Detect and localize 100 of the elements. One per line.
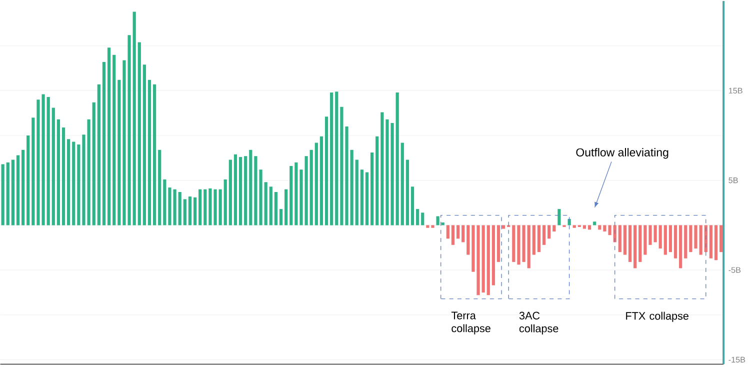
y-tick-label: 5B	[728, 178, 738, 184]
bar	[112, 54, 116, 226]
bar	[406, 160, 409, 226]
bar	[183, 199, 186, 226]
bar	[97, 84, 100, 226]
bar	[466, 225, 470, 255]
bar	[376, 136, 379, 226]
bar	[588, 225, 592, 230]
bar	[370, 152, 374, 226]
bar	[618, 225, 622, 252]
bar	[532, 225, 536, 255]
bar	[193, 197, 197, 226]
bar	[118, 80, 121, 226]
bar	[208, 188, 212, 226]
bar	[568, 218, 571, 226]
bar	[56, 119, 60, 226]
bar	[67, 139, 70, 226]
y-tick-label: -15B	[728, 356, 746, 363]
bar	[441, 222, 444, 226]
bar	[638, 225, 642, 262]
bar	[6, 162, 10, 226]
bar	[512, 225, 516, 262]
bar	[456, 225, 460, 239]
bar	[102, 62, 106, 226]
bar	[224, 179, 227, 226]
y-tick-label: 15B	[728, 88, 742, 94]
bar	[72, 142, 76, 226]
bar	[279, 209, 283, 226]
bar	[152, 84, 156, 226]
bar	[492, 225, 495, 286]
annotation: Terra collapse	[451, 312, 490, 334]
bar	[314, 142, 318, 226]
bar	[644, 225, 647, 255]
bar	[719, 225, 723, 252]
bar	[502, 225, 506, 229]
bar	[163, 179, 166, 226]
bar	[360, 170, 364, 226]
bar	[330, 92, 334, 226]
bar	[158, 150, 162, 226]
bar	[537, 225, 541, 252]
bar	[668, 225, 672, 252]
bar	[421, 212, 424, 226]
bar	[598, 225, 602, 230]
bar	[26, 136, 30, 226]
bar	[542, 225, 546, 245]
bar	[244, 156, 248, 226]
bar	[658, 225, 662, 248]
bar	[572, 225, 576, 228]
bar	[204, 189, 207, 226]
bar	[310, 150, 313, 226]
bar	[249, 150, 252, 226]
bar	[320, 136, 324, 226]
annotation: 3AC collapse	[519, 312, 558, 334]
bar	[350, 150, 354, 226]
bar	[284, 189, 288, 226]
bar	[290, 166, 293, 226]
bar	[238, 157, 242, 226]
bar	[335, 92, 338, 226]
bar	[228, 160, 232, 226]
bar	[269, 186, 272, 226]
bar	[188, 196, 192, 226]
bar	[634, 225, 637, 268]
bar	[1, 164, 4, 226]
bar	[436, 216, 440, 226]
bar	[410, 186, 414, 226]
bar	[234, 154, 238, 226]
bar	[355, 160, 358, 226]
bar	[52, 108, 55, 226]
bar	[396, 92, 399, 226]
bar	[264, 182, 268, 226]
bar	[62, 127, 66, 226]
bar	[77, 144, 80, 226]
bar	[142, 64, 146, 226]
bar	[365, 172, 369, 226]
bar	[92, 102, 96, 226]
bar	[426, 225, 430, 228]
annotation: Outflow alleviating	[576, 148, 668, 159]
bar	[664, 225, 667, 255]
bar	[674, 225, 678, 258]
bar	[462, 225, 465, 242]
bar	[527, 225, 530, 268]
bar	[684, 225, 688, 258]
bar	[628, 225, 632, 262]
bar	[16, 155, 20, 226]
bar	[400, 142, 404, 226]
bar	[709, 225, 712, 258]
bar	[324, 116, 328, 226]
bar	[679, 225, 682, 268]
bar	[496, 225, 500, 262]
bar	[714, 225, 718, 260]
bar	[558, 209, 561, 226]
y-tick-label: -5B	[728, 267, 741, 273]
bar	[431, 225, 434, 228]
bar	[32, 118, 35, 226]
bar	[21, 150, 25, 226]
bar	[451, 225, 455, 245]
bar	[11, 160, 14, 226]
bar	[582, 225, 586, 229]
bar	[482, 225, 485, 292]
bar	[132, 12, 136, 226]
